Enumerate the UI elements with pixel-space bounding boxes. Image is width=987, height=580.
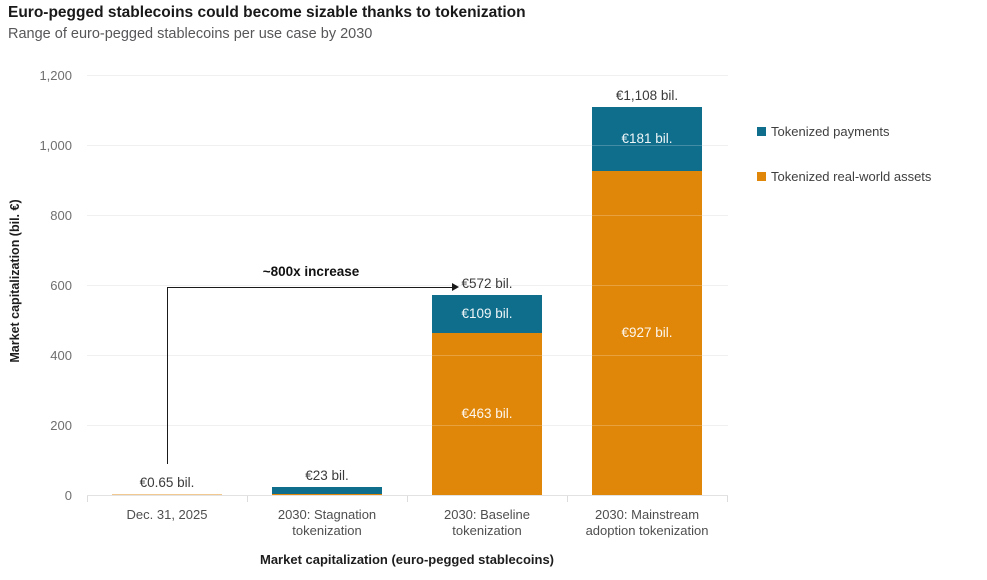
y-tick-label: 400 [50, 348, 72, 363]
legend-label-rwa: Tokenized real-world assets [771, 169, 932, 184]
bar-total-label: €1,108 bil. [615, 88, 679, 104]
annotation-label: ~800x increase [262, 264, 360, 279]
annotation-line-vertical [167, 287, 168, 464]
bar-segment-label: €181 bil. [621, 130, 673, 146]
y-tick-label: 1,000 [39, 138, 72, 153]
x-category-label: 2030: Mainstream adoption tokenization [567, 507, 727, 539]
bar-segment [272, 486, 382, 494]
x-category-label-line: adoption tokenization [585, 523, 709, 538]
bar-total-label: €23 bil. [305, 467, 349, 483]
gridline-overlay [87, 285, 728, 286]
gridline [87, 425, 728, 426]
x-category-label: Dec. 31, 2025 [87, 507, 247, 523]
y-tick-label: 1,200 [39, 68, 72, 83]
chart-title: Euro-pegged stablecoins could become siz… [8, 4, 526, 21]
x-axis-title: Market capitalization (euro-pegged stabl… [260, 552, 554, 567]
y-tick-label: 600 [50, 278, 72, 293]
legend-item-tokenized-real-world-assets: Tokenized real-world assets [757, 169, 931, 184]
x-category-label-line: 2030: Baseline [443, 507, 530, 522]
gridline [87, 75, 728, 76]
x-category-label: 2030: Baseline tokenization [407, 507, 567, 539]
x-category-label-line: Dec. 31, 2025 [126, 507, 208, 522]
bar-segment [272, 493, 382, 495]
gridline-overlay [87, 355, 728, 356]
bar-total-label: €572 bil. [461, 275, 513, 291]
gridline [87, 215, 728, 216]
y-tick-label: 0 [64, 488, 72, 503]
gridline [87, 355, 728, 356]
gridline-overlay [87, 425, 728, 426]
bar-segment-label: €109 bil. [461, 305, 513, 321]
gridline [87, 285, 728, 286]
bar-total-label: €0.65 bil. [139, 475, 195, 490]
y-tick-label: 800 [50, 208, 72, 223]
x-axis-tick [407, 496, 408, 502]
legend-item-tokenized-payments: Tokenized payments [757, 124, 931, 139]
annotation-arrowhead-icon [452, 283, 459, 291]
x-category-label-line: 2030: Mainstream [594, 507, 700, 522]
legend-swatch-payments-icon [757, 127, 766, 136]
gridline-overlay [87, 145, 728, 146]
y-tick-label: 200 [50, 418, 72, 433]
bar-segment [432, 332, 542, 495]
gridline [87, 495, 728, 496]
bar-segment [432, 294, 542, 333]
x-category-label: 2030: Stagnation tokenization [247, 507, 407, 539]
legend-label-payments: Tokenized payments [771, 124, 890, 139]
x-axis-tick [727, 496, 728, 502]
annotation-line-horizontal [167, 287, 452, 288]
x-category-label-line: tokenization [452, 523, 522, 538]
gridline [87, 145, 728, 146]
x-category-label-line: tokenization [292, 523, 362, 538]
legend: Tokenized payments Tokenized real-world … [757, 124, 931, 214]
bar-segment [112, 494, 222, 495]
legend-swatch-rwa-icon [757, 172, 766, 181]
gridline-overlay [87, 75, 728, 76]
x-axis-tick [247, 496, 248, 502]
gridline-overlay [87, 215, 728, 216]
chart-subtitle: Range of euro-pegged stablecoins per use… [8, 26, 373, 42]
x-axis-tick [567, 496, 568, 502]
bar-segment-label: €927 bil. [621, 324, 673, 340]
bar-segment [592, 107, 702, 171]
bar-segment-label: €463 bil. [461, 405, 513, 421]
bar-segment [592, 170, 702, 495]
x-category-label-line: 2030: Stagnation [277, 507, 377, 522]
x-axis-tick [87, 496, 88, 502]
